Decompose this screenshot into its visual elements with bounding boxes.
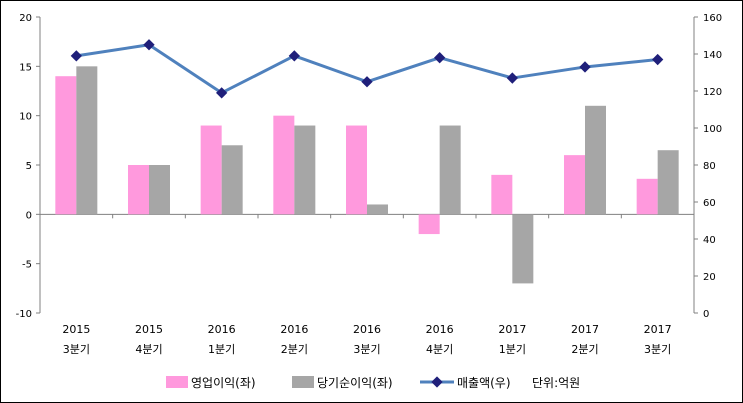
legend-marker-revenue bbox=[431, 376, 443, 388]
category-year-label: 2016 bbox=[208, 323, 236, 336]
bar-operating-profit bbox=[200, 125, 222, 215]
left-tick-label: -5 bbox=[22, 260, 32, 271]
category-year-label: 2016 bbox=[353, 323, 381, 336]
category-year-label: 2016 bbox=[280, 323, 308, 336]
category-quarter-label: 2분기 bbox=[571, 343, 598, 356]
legend-label-net-income: 당기순이익(좌) bbox=[317, 376, 393, 390]
left-tick-label: 10 bbox=[19, 112, 32, 123]
category-quarter-label: 4분기 bbox=[426, 343, 453, 356]
category-year-label: 2015 bbox=[135, 323, 163, 336]
unit-note: 단위:억원 bbox=[532, 376, 580, 390]
category-quarter-label: 1분기 bbox=[208, 343, 235, 356]
bar-net-income bbox=[367, 204, 388, 215]
bar-net-income bbox=[439, 125, 461, 215]
bar-net-income bbox=[294, 125, 316, 215]
bar-net-income bbox=[149, 165, 170, 215]
bar-operating-profit bbox=[636, 178, 658, 215]
revenue-point bbox=[361, 76, 373, 88]
category-year-label: 2017 bbox=[571, 323, 599, 336]
category-quarter-label: 2분기 bbox=[281, 343, 308, 356]
revenue-point bbox=[70, 50, 82, 62]
plot-area: -10 -5 0 5 10 15 20 0 20 40 60 80 100 120 140 160 2015 3분… bbox=[16, 13, 722, 356]
legend-swatch-net-income bbox=[292, 376, 314, 388]
category-quarter-label: 3분기 bbox=[644, 343, 671, 356]
right-tick-label: 140 bbox=[703, 50, 722, 61]
category-quarter-label: 1분기 bbox=[499, 343, 526, 356]
legend-label-operating-profit: 영업이익(좌) bbox=[191, 376, 256, 390]
category-year-label: 2016 bbox=[426, 323, 454, 336]
left-tick-label: 20 bbox=[19, 13, 32, 24]
bar-operating-profit bbox=[273, 115, 295, 215]
revenue-point bbox=[652, 53, 664, 66]
bar-operating-profit bbox=[55, 76, 77, 215]
bar-net-income bbox=[512, 214, 534, 284]
category-quarter-label: 3분기 bbox=[63, 343, 90, 356]
bar-operating-profit bbox=[491, 174, 513, 215]
bar-net-income bbox=[657, 150, 679, 215]
legend-label-revenue: 매출액(우) bbox=[457, 376, 511, 390]
bar-operating-profit bbox=[564, 155, 585, 215]
revenue-point bbox=[506, 72, 518, 84]
left-tick-label: -10 bbox=[16, 309, 32, 320]
bar-net-income bbox=[76, 66, 98, 215]
left-tick-label: 5 bbox=[26, 161, 32, 172]
left-tick-label: 15 bbox=[19, 62, 32, 73]
bar-operating-profit bbox=[346, 125, 367, 215]
right-tick-label: 120 bbox=[703, 87, 722, 98]
revenue-point bbox=[288, 50, 300, 62]
bar-operating-profit bbox=[418, 214, 440, 235]
category-year-label: 2017 bbox=[644, 323, 672, 336]
right-tick-label: 20 bbox=[703, 272, 716, 283]
left-tick-label: 0 bbox=[26, 210, 32, 221]
category-year-label: 2015 bbox=[62, 323, 90, 336]
legend: 영업이익(좌) 당기순이익(좌) 매출액(우) 단위:억원 bbox=[166, 376, 580, 390]
category-quarter-label: 4분기 bbox=[135, 343, 162, 356]
right-tick-label: 160 bbox=[703, 13, 722, 24]
revenue-point bbox=[579, 61, 591, 73]
right-tick-label: 60 bbox=[703, 198, 716, 209]
right-tick-label: 0 bbox=[703, 309, 709, 320]
legend-swatch-operating-profit bbox=[166, 376, 188, 388]
bar-net-income bbox=[221, 145, 243, 215]
right-tick-label: 100 bbox=[703, 124, 722, 135]
right-tick-label: 40 bbox=[703, 235, 716, 246]
bar-operating-profit bbox=[128, 165, 149, 215]
revenue-point bbox=[143, 39, 155, 51]
category-year-label: 2017 bbox=[498, 323, 526, 336]
right-tick-label: 80 bbox=[703, 161, 716, 172]
category-quarter-label: 3분기 bbox=[353, 343, 380, 356]
revenue-point bbox=[434, 52, 446, 64]
bar-net-income bbox=[585, 105, 606, 215]
